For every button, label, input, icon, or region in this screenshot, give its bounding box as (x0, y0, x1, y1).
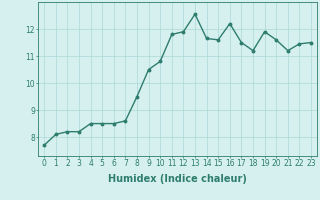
X-axis label: Humidex (Indice chaleur): Humidex (Indice chaleur) (108, 174, 247, 184)
